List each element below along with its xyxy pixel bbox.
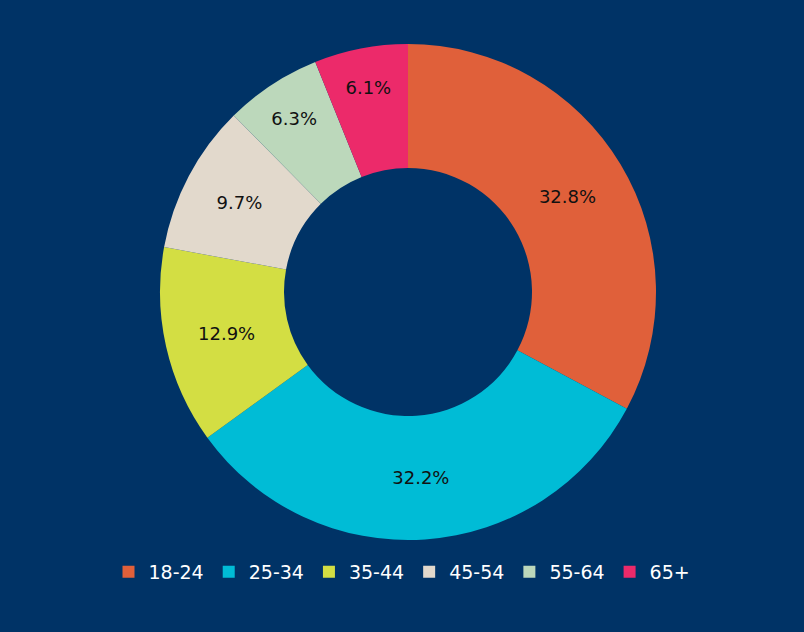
svg-text:55-64: 55-64 — [549, 561, 604, 583]
svg-text:65+: 65+ — [650, 561, 690, 583]
svg-text:6.3%: 6.3% — [271, 108, 317, 129]
svg-text:12.9%: 12.9% — [198, 323, 255, 344]
svg-text:25-34: 25-34 — [249, 561, 304, 583]
svg-text:6.1%: 6.1% — [345, 77, 391, 98]
svg-text:9.7%: 9.7% — [217, 192, 263, 213]
svg-text:32.2%: 32.2% — [392, 467, 449, 488]
svg-text:35-44: 35-44 — [349, 561, 404, 583]
svg-text:32.8%: 32.8% — [539, 186, 596, 207]
svg-text:45-54: 45-54 — [449, 561, 504, 583]
svg-text:18-24: 18-24 — [149, 561, 204, 583]
